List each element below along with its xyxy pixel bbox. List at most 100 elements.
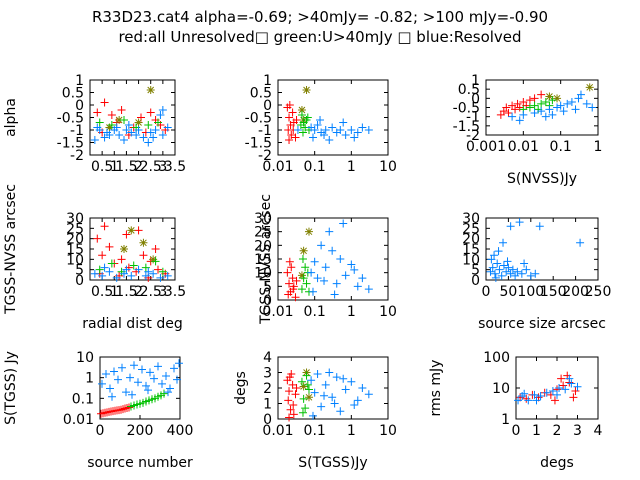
data-point [297,111,306,119]
data-point [142,381,150,390]
y-tick-label: 1 [263,397,272,413]
data-point [303,380,312,389]
y-tick-label: 30 [254,211,272,227]
data-point [114,375,122,384]
data-point [328,123,337,132]
data-point [302,279,311,288]
series-green [519,96,557,114]
data-point [325,227,334,236]
data-point [299,382,308,391]
data-point [285,373,294,382]
x-tick-label: 4 [594,423,603,439]
data-point [146,86,155,94]
data-point [150,374,158,383]
data-point [550,396,559,405]
data-point [358,274,367,283]
y-tick-label: 0 [471,91,480,107]
data-point [98,251,107,260]
series-green [297,255,313,296]
data-point [536,392,545,401]
data-point [156,273,165,282]
data-point [530,94,539,103]
series-red [283,370,301,422]
data-point [158,267,167,276]
data-point [108,392,116,401]
data-point [292,276,301,285]
data-point [353,396,362,405]
data-point [588,103,597,112]
y-tick-label: 0 [75,98,84,114]
data-point [488,263,497,272]
data-point [146,368,154,377]
data-point [144,138,153,147]
series-red [283,101,301,144]
data-point [166,384,174,393]
data-point [576,238,585,247]
data-point [486,267,495,276]
x-tick-label: 0.001 [466,139,506,155]
data-point [154,362,162,371]
data-point [537,90,546,99]
y-tick-label: 5 [263,279,272,295]
data-point [100,133,109,142]
data-point [524,396,533,405]
data-point [347,260,356,269]
figure-title-line2: red:all Unresolved□ green:U>40mJy □ blue… [118,28,521,46]
data-point [511,271,520,280]
data-point [567,379,576,388]
data-point [120,245,128,253]
data-point [541,112,550,121]
data-point [556,101,565,110]
x-tick-label: 400 [167,423,194,439]
data-point [504,263,513,272]
data-point [490,269,499,278]
data-point [122,265,131,274]
y-tick-label: 25 [66,221,84,237]
x-tick-label: 2 [553,423,562,439]
x-axis-label: source size arcsec [478,316,606,332]
x-tick-label: 2 [134,159,143,175]
data-point [304,227,313,236]
x-tick-label: 1.5 [115,284,137,300]
data-point [134,126,143,134]
y-tick-label: -2 [70,148,84,164]
series-red [97,403,133,418]
data-point [299,394,308,403]
data-point [537,99,546,108]
figure-title-line1: R33D23.cat4 alpha=-0.69; >40mJy= -0.82; … [92,8,548,26]
data-point [170,364,178,373]
data-point [106,384,114,393]
series-blue [486,218,585,282]
data-point [105,123,114,132]
data-point [576,90,585,99]
data-point [134,265,143,274]
data-point [298,255,307,263]
data-point [559,107,568,116]
y-tick-label: 25 [254,225,272,241]
data-point [144,267,153,276]
data-point [119,405,127,414]
data-point [308,133,317,142]
data-point [522,394,531,403]
data-point [557,374,566,383]
data-point [341,131,350,139]
data-point [302,371,311,380]
x-tick-label: 0.5 [91,284,113,300]
data-point [553,390,561,399]
data-point [553,103,562,112]
data-point [325,368,334,377]
series-red [283,257,301,302]
data-point [328,393,337,402]
data-point [364,285,373,294]
series-olive [297,227,313,280]
data-point [339,118,348,127]
data-point [559,381,568,390]
data-point [353,282,362,291]
data-point [307,376,316,385]
data-point [286,405,295,414]
data-point [530,101,539,110]
